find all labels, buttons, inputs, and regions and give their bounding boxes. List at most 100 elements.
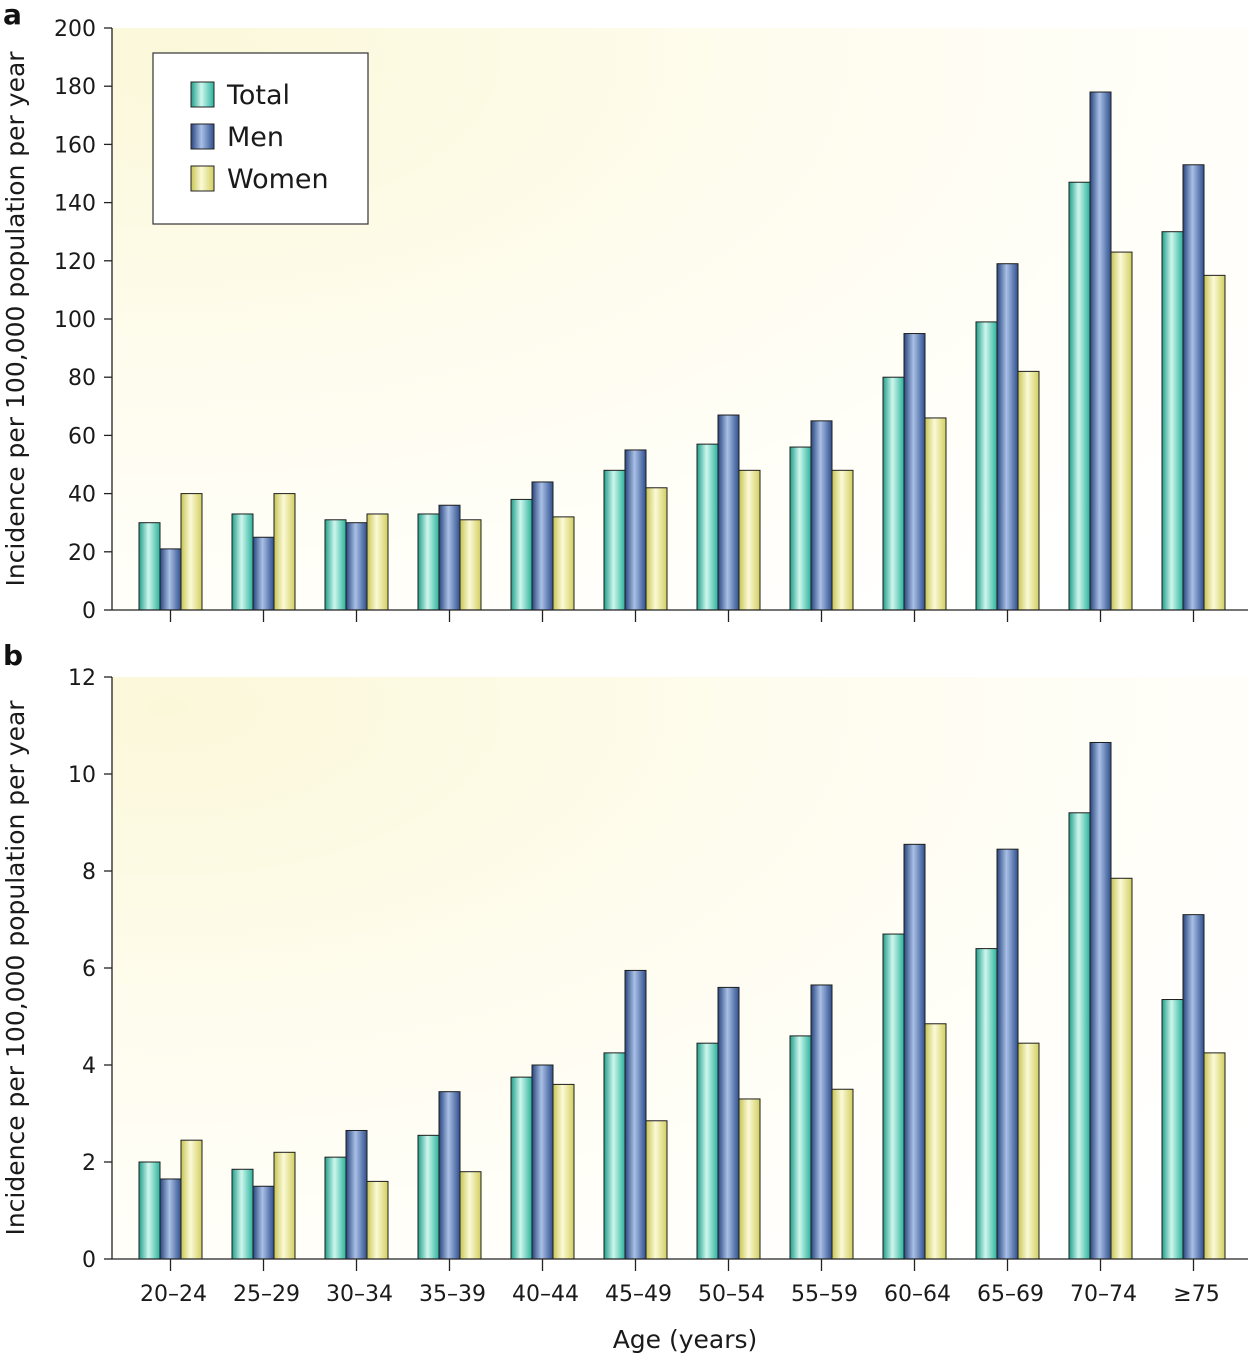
legend-entry-total: Total bbox=[190, 80, 290, 111]
panel-b-x-tick-label-20-24: 20–24 bbox=[140, 1282, 207, 1307]
panel-a-y-tick-label-80: 80 bbox=[68, 366, 96, 391]
panel-a-y-tick-label-180: 180 bbox=[54, 75, 96, 100]
panel-a-bar-women-45-49 bbox=[645, 487, 668, 611]
panel-a-bar-total-60-64 bbox=[882, 376, 905, 611]
panel-b-bar-men-55-59 bbox=[810, 984, 833, 1260]
legend: Total Men Women bbox=[152, 52, 369, 225]
panel-a-bar-men-55-59 bbox=[810, 420, 833, 611]
panel-a-bar-women-40-44 bbox=[552, 516, 575, 611]
panel-a-bar-women-70-74 bbox=[1110, 251, 1133, 611]
panel-b-bar-total-20-24 bbox=[138, 1161, 161, 1260]
legend-label-men: Men bbox=[227, 122, 284, 153]
panel-b-bar-total-50-54 bbox=[696, 1042, 719, 1260]
panel-b-y-tick-label-8: 8 bbox=[82, 860, 96, 885]
panel-a-bar-men-45-49 bbox=[624, 449, 647, 611]
panel-b-x-tick-label-45-49: 45–49 bbox=[605, 1282, 672, 1307]
panel-a-bar-total-ge75 bbox=[1161, 231, 1184, 611]
panel-b-bar-total-45-49 bbox=[603, 1052, 626, 1260]
panel-b-bar-women-20-24 bbox=[180, 1139, 203, 1260]
panel-b-bar-total-60-64 bbox=[882, 933, 905, 1260]
panel-a-y-axis-title: Incidence per 100,000 population per yea… bbox=[1, 51, 30, 587]
panel-a-bar-women-20-24 bbox=[180, 493, 203, 611]
panel-b-bar-total-70-74 bbox=[1068, 812, 1091, 1260]
panel-a-chart: a 0 20 40 60 80 100 120 140 160 180 200 Incidence … bbox=[1, 0, 1248, 624]
panel-b-bar-men-45-49 bbox=[624, 969, 647, 1260]
panel-b-chart: b 0 2 4 6 8 10 12 20–24 25–29 30–34 35–39 40–44 45–4… bbox=[1, 639, 1248, 1354]
panel-b-x-tick-label-25-29: 25–29 bbox=[233, 1282, 300, 1307]
panel-a-y-tick-label-0: 0 bbox=[82, 599, 96, 624]
panel-a-bar-total-35-39 bbox=[417, 513, 440, 611]
panel-a-y-tick-label-100: 100 bbox=[54, 308, 96, 333]
panel-b-bar-total-30-34 bbox=[324, 1156, 347, 1260]
panel-a-bar-men-50-54 bbox=[717, 414, 740, 611]
legend-box bbox=[152, 52, 369, 225]
panel-b-letter: b bbox=[3, 639, 23, 672]
panel-a-y-tick-label-20: 20 bbox=[68, 541, 96, 566]
panel-a-bar-men-ge75 bbox=[1182, 164, 1205, 611]
panel-b-y-tick-label-0: 0 bbox=[82, 1248, 96, 1273]
legend-swatch-men bbox=[190, 123, 215, 150]
panel-b-plot-background bbox=[112, 677, 1248, 1259]
panel-b-bar-women-25-29 bbox=[273, 1151, 296, 1260]
panel-b-bar-men-35-39 bbox=[438, 1091, 461, 1260]
panel-b-bar-women-40-44 bbox=[552, 1083, 575, 1260]
panel-a-axes: 0 20 40 60 80 100 120 140 160 180 200 bbox=[54, 17, 1248, 624]
panel-b-bar-total-35-39 bbox=[417, 1134, 440, 1260]
panel-a-bar-women-50-54 bbox=[738, 469, 761, 611]
panel-b-bar-men-70-74 bbox=[1089, 741, 1112, 1260]
legend-entry-women: Women bbox=[190, 164, 329, 195]
panel-a-bar-women-60-64 bbox=[924, 417, 947, 611]
panel-b-bar-men-20-24 bbox=[159, 1178, 182, 1260]
panel-b-bar-total-65-69 bbox=[975, 948, 998, 1260]
panel-b-y-tick-label-12: 12 bbox=[68, 666, 96, 691]
panel-b-bar-women-60-64 bbox=[924, 1023, 947, 1260]
panel-b-y-tick-label-4: 4 bbox=[82, 1054, 96, 1079]
panel-a-bar-total-25-29 bbox=[231, 513, 254, 611]
panel-a-y-tick-label-200: 200 bbox=[54, 17, 96, 42]
panel-b-bar-women-70-74 bbox=[1110, 877, 1133, 1260]
panel-b-axes: 0 2 4 6 8 10 12 20–24 25–29 30–34 35–39 40–44 45–49 5… bbox=[68, 666, 1248, 1307]
panel-b-x-axis-title: Age (years) bbox=[613, 1325, 758, 1354]
panel-b-bar-women-30-34 bbox=[366, 1180, 389, 1260]
panel-a-y-tick-label-120: 120 bbox=[54, 250, 96, 275]
panel-a-letter: a bbox=[3, 0, 22, 31]
panel-a-bar-men-60-64 bbox=[903, 333, 926, 611]
panel-a-bar-total-70-74 bbox=[1068, 181, 1091, 611]
panel-a-bar-men-30-34 bbox=[345, 522, 368, 611]
panel-b-bar-men-30-34 bbox=[345, 1129, 368, 1260]
panel-b-bar-men-ge75 bbox=[1182, 914, 1205, 1260]
panel-a-bar-total-20-24 bbox=[138, 522, 161, 611]
panel-a-bar-women-65-69 bbox=[1017, 370, 1040, 611]
panel-b-bar-men-50-54 bbox=[717, 986, 740, 1260]
panel-a-bar-men-40-44 bbox=[531, 481, 554, 611]
panel-a-bar-women-30-34 bbox=[366, 513, 389, 611]
panel-b-y-tick-label-6: 6 bbox=[82, 957, 96, 982]
panel-a-y-tick-label-140: 140 bbox=[54, 192, 96, 217]
legend-swatch-women bbox=[190, 165, 215, 192]
panel-b-y-tick-label-10: 10 bbox=[68, 763, 96, 788]
panel-a-bar-total-40-44 bbox=[510, 498, 533, 611]
panel-b-y-tick-label-2: 2 bbox=[82, 1151, 96, 1176]
panel-b-x-tick-label-70-74: 70–74 bbox=[1070, 1282, 1137, 1307]
panel-b-bar-women-50-54 bbox=[738, 1098, 761, 1260]
panel-b-x-tick-label-55-59: 55–59 bbox=[791, 1282, 858, 1307]
panel-a-y-tick-label-160: 160 bbox=[54, 133, 96, 158]
panel-a-bars bbox=[138, 91, 1226, 611]
panel-a-bar-men-65-69 bbox=[996, 263, 1019, 611]
panel-a-bar-men-20-24 bbox=[159, 548, 182, 611]
panel-b-x-tick-label-30-34: 30–34 bbox=[326, 1282, 393, 1307]
panel-b-bar-women-ge75 bbox=[1203, 1052, 1226, 1260]
panel-a-bar-women-25-29 bbox=[273, 493, 296, 611]
panel-a-bar-men-70-74 bbox=[1089, 91, 1112, 611]
panel-a-bar-total-50-54 bbox=[696, 443, 719, 611]
panel-b-bar-women-65-69 bbox=[1017, 1042, 1040, 1260]
panel-b-x-tick-label-65-69: 65–69 bbox=[977, 1282, 1044, 1307]
panel-a-bar-women-ge75 bbox=[1203, 274, 1226, 611]
panel-b-bar-women-35-39 bbox=[459, 1171, 482, 1260]
legend-label-total: Total bbox=[226, 80, 290, 111]
panel-b-bar-women-45-49 bbox=[645, 1120, 668, 1260]
panel-a-y-tick-label-40: 40 bbox=[68, 483, 96, 508]
panel-b-x-tick-label-50-54: 50–54 bbox=[698, 1282, 765, 1307]
panel-b-x-tick-label-ge75: ≥75 bbox=[1173, 1282, 1219, 1307]
